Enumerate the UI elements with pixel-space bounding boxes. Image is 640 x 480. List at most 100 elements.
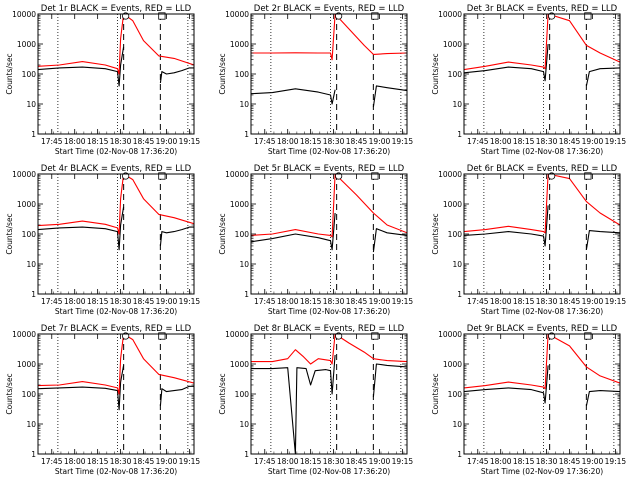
- y-tick-label: 10: [452, 100, 462, 109]
- x-tick-label: 17:45: [467, 137, 489, 146]
- panel-title: Det 4r BLACK = Events, RED = LLD: [41, 164, 192, 174]
- panel-series-group: [251, 174, 407, 253]
- x-tick-label: 19:15: [179, 137, 201, 146]
- y-tick-label: 10: [452, 420, 462, 429]
- y-tick-label: 1: [31, 450, 36, 459]
- x-tick-label: 19:15: [392, 457, 414, 466]
- y-axis-label: Counts/sec: [5, 213, 14, 254]
- plot-frame: [463, 333, 621, 455]
- y-tick-label: 1: [244, 290, 249, 299]
- y-tick-label: 10000: [225, 330, 249, 339]
- panel-series-group: [464, 174, 620, 250]
- x-tick-label: 17:45: [254, 137, 276, 146]
- y-tick-label: 1000: [443, 360, 462, 369]
- y-axis-label: Counts/sec: [431, 213, 440, 254]
- x-tick-label: 18:15: [513, 457, 535, 466]
- x-tick-label: 18:30: [536, 457, 558, 466]
- y-axis-label: Counts/sec: [431, 373, 440, 414]
- events-series-line: [251, 212, 336, 251]
- y-tick-label: 1: [31, 130, 36, 139]
- x-tick-label: 19:00: [156, 297, 178, 306]
- panel-series-group: [251, 334, 407, 454]
- y-tick-label: 1000: [17, 40, 36, 49]
- events-series-line: [38, 46, 125, 87]
- events-series-line: [38, 365, 125, 411]
- y-tick-label: 100: [448, 230, 463, 239]
- x-tick-label: 18:30: [110, 297, 132, 306]
- x-tick-label: 19:15: [605, 297, 627, 306]
- x-tick-label: 18:00: [64, 137, 86, 146]
- y-tick-label: 10000: [438, 170, 462, 179]
- y-tick-label: 1000: [443, 200, 462, 209]
- x-tick-label: 19:15: [605, 137, 627, 146]
- panel-title: Det 2r BLACK = Events, RED = LLD: [254, 4, 405, 14]
- x-tick-label: 18:45: [559, 457, 581, 466]
- plot-frame: [37, 13, 195, 135]
- x-tick-label: 17:45: [41, 137, 63, 146]
- y-tick-label: 1: [244, 450, 249, 459]
- y-tick-label: 100: [448, 70, 463, 79]
- flag-marker-square: [584, 332, 592, 340]
- x-tick-label: 18:00: [277, 297, 299, 306]
- plot-frame: [250, 333, 408, 455]
- y-tick-label: 10000: [225, 10, 249, 19]
- x-axis-label: Start Time (02-Nov-08 17:36:20): [55, 467, 177, 476]
- y-tick-label: 100: [235, 230, 250, 239]
- y-tick-label: 10: [452, 260, 462, 269]
- events-series-line: [159, 67, 194, 84]
- y-tick-label: 1000: [230, 40, 249, 49]
- x-tick-label: 18:30: [536, 137, 558, 146]
- y-axis-label: Counts/sec: [5, 373, 14, 414]
- x-tick-label: 19:00: [582, 297, 604, 306]
- y-tick-label: 10000: [438, 330, 462, 339]
- y-tick-label: 1000: [17, 200, 36, 209]
- flag-marker-square: [371, 172, 379, 180]
- panel-det-4: Det 4r BLACK = Events, RED = LLD 1 10 100 10…: [5, 164, 200, 316]
- y-tick-label: 10: [26, 100, 36, 109]
- events-series-line: [464, 43, 549, 82]
- lld-series-line: [464, 14, 620, 71]
- panel-det-1: Det 1r BLACK = Events, RED = LLD 1 10 100 10…: [5, 4, 200, 156]
- x-axis-label: Start Time (02-Nov-09 17:36:20): [481, 467, 603, 476]
- y-tick-label: 1: [457, 290, 462, 299]
- x-tick-label: 18:15: [300, 297, 322, 306]
- events-series-line: [372, 363, 407, 397]
- y-tick-label: 1: [457, 130, 462, 139]
- y-tick-label: 100: [235, 390, 250, 399]
- y-tick-label: 1: [31, 290, 36, 299]
- plot-frame: [37, 173, 195, 295]
- lld-series-line: [38, 334, 194, 395]
- y-tick-label: 1000: [443, 40, 462, 49]
- events-series-line: [585, 390, 620, 407]
- x-tick-label: 19:00: [156, 457, 178, 466]
- y-tick-label: 100: [22, 70, 37, 79]
- x-tick-label: 18:15: [87, 457, 109, 466]
- events-series-line: [159, 226, 194, 246]
- panel-title: Det 1r BLACK = Events, RED = LLD: [41, 4, 192, 14]
- x-axis-label: Start Time (02-Nov-08 17:36:20): [481, 147, 603, 156]
- flag-marker-square: [158, 332, 166, 340]
- x-tick-label: 18:00: [277, 457, 299, 466]
- flag-marker-square: [371, 332, 379, 340]
- events-series-line: [585, 67, 620, 87]
- y-tick-label: 10000: [438, 10, 462, 19]
- x-tick-label: 19:15: [179, 297, 201, 306]
- plot-frame: [463, 13, 621, 135]
- x-tick-label: 18:00: [490, 457, 512, 466]
- x-tick-label: 18:45: [133, 297, 155, 306]
- lld-series-line: [38, 14, 194, 75]
- x-tick-label: 18:45: [346, 457, 368, 466]
- panel-series-group: [464, 334, 620, 407]
- panel-title: Det 5r BLACK = Events, RED = LLD: [254, 164, 405, 174]
- panel-det-3: Det 3r BLACK = Events, RED = LLD 1 10 100 10…: [431, 4, 626, 156]
- y-tick-label: 100: [448, 390, 463, 399]
- panel-series-group: [251, 14, 407, 107]
- x-tick-label: 19:15: [392, 137, 414, 146]
- x-tick-label: 18:45: [133, 457, 155, 466]
- x-tick-label: 19:00: [369, 137, 391, 146]
- flag-marker-square: [584, 12, 592, 20]
- y-tick-label: 10: [239, 260, 249, 269]
- panel-series-group: [464, 14, 620, 87]
- panel-series-group: [38, 14, 194, 87]
